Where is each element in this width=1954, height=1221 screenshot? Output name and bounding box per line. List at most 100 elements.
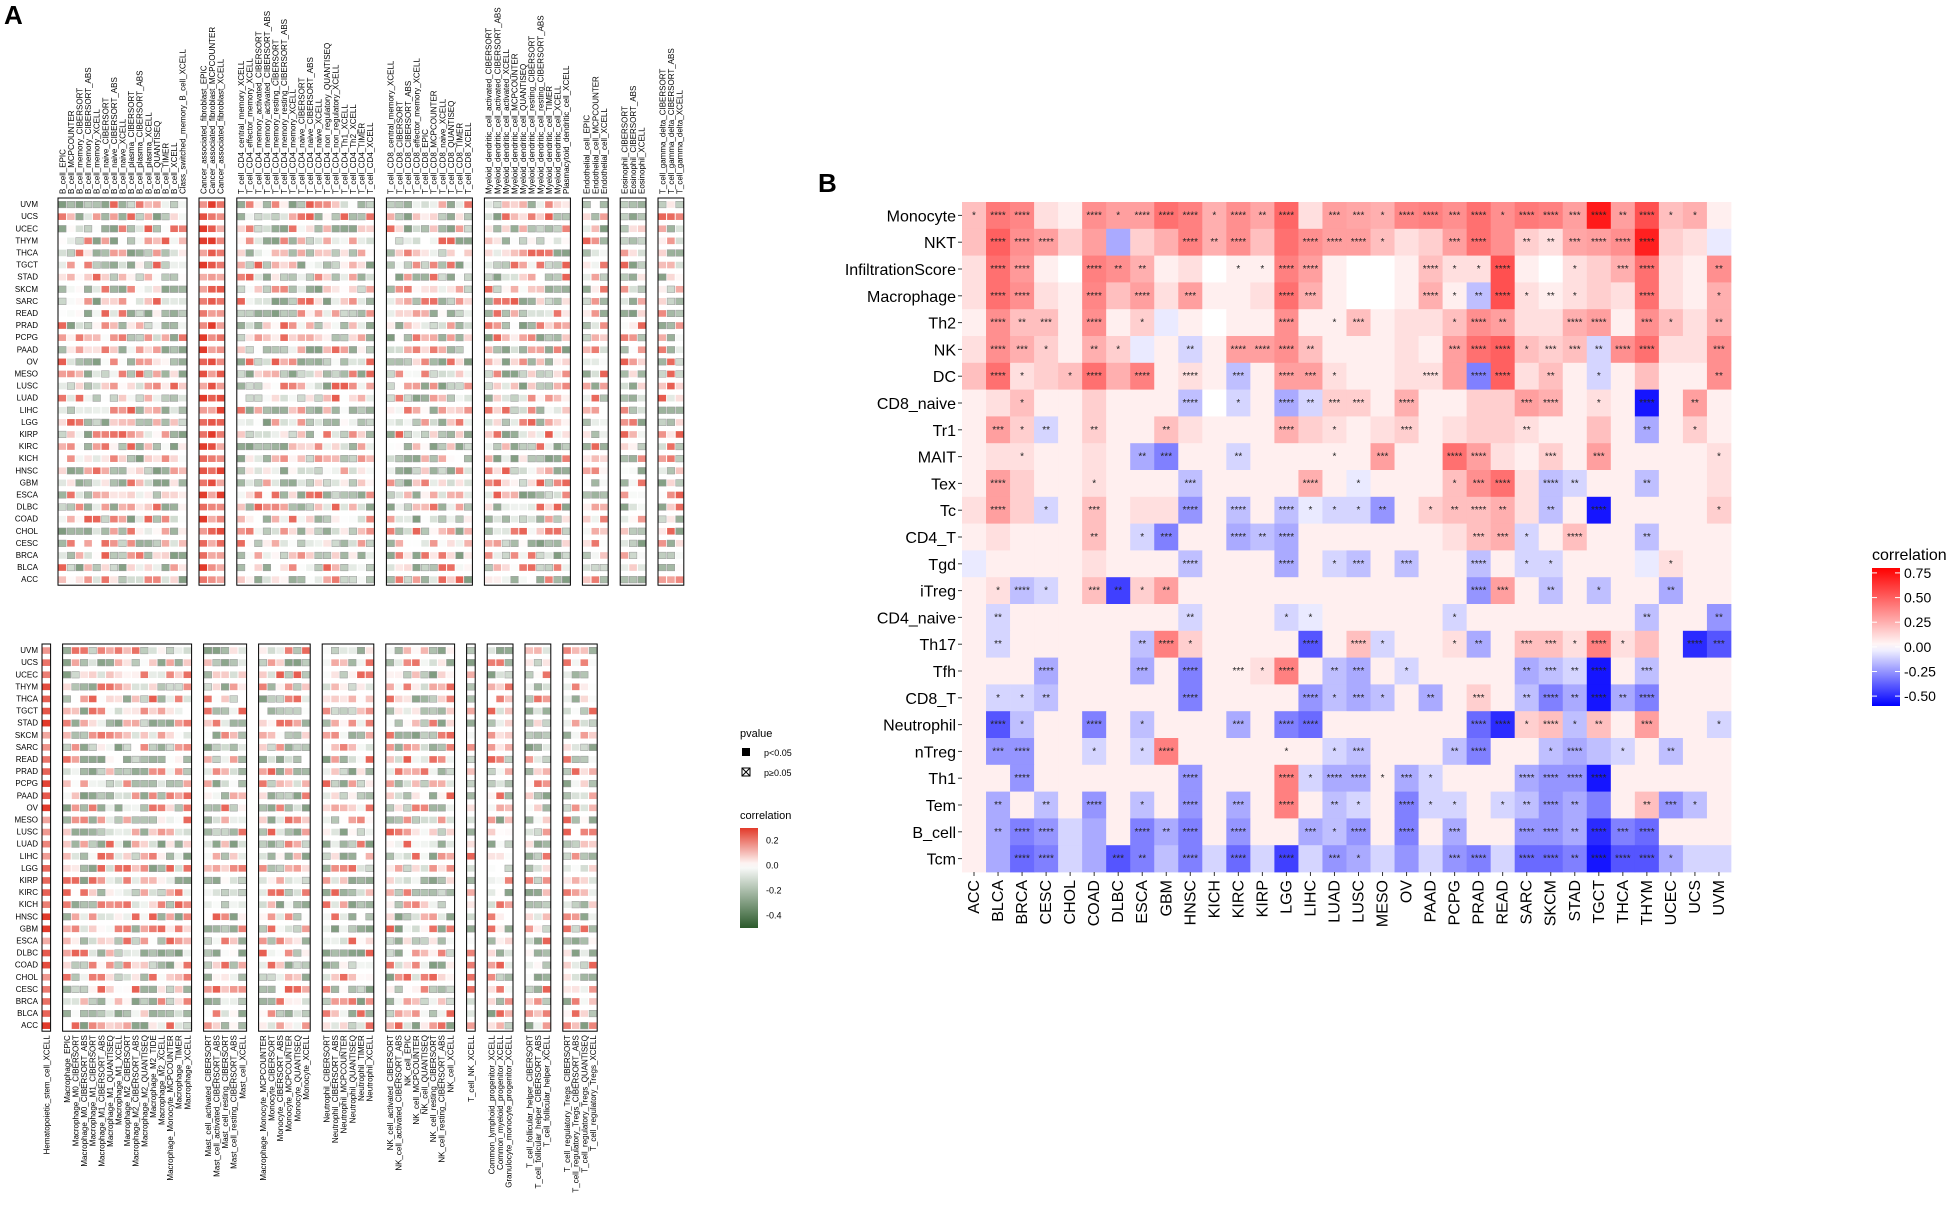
heatmap-cell (174, 961, 183, 969)
heatmap-cell (1154, 255, 1179, 283)
heatmap-cell (259, 719, 267, 727)
heatmap-cell (411, 695, 420, 703)
heatmap-cell (386, 780, 394, 787)
heatmap-cell (245, 237, 254, 245)
heatmap-cell (348, 671, 357, 679)
heatmap-cell (245, 430, 254, 438)
pvalue-legend-cross-mark (741, 767, 751, 777)
significance-mark: **** (1279, 291, 1295, 302)
heatmap-cell (42, 695, 51, 703)
heatmap-cell (1562, 577, 1588, 605)
heatmap-cell (288, 491, 297, 499)
heatmap-cell (527, 503, 536, 511)
heatmap-cell (420, 756, 429, 763)
heatmap-cell (1370, 255, 1395, 283)
heatmap-cell (366, 382, 374, 390)
heatmap-cell (667, 515, 675, 523)
heatmap-cell (284, 816, 293, 824)
heatmap-cell (258, 804, 267, 812)
heatmap-cell (331, 973, 339, 981)
heatmap-cell (536, 479, 545, 487)
heatmap-cell (536, 551, 545, 560)
heatmap-cell (1154, 282, 1179, 310)
heatmap-cell (340, 576, 349, 584)
heatmap-cell (437, 780, 446, 787)
heatmap-cell (166, 659, 174, 666)
heatmap-cell (267, 1022, 276, 1029)
heatmap-cell (525, 828, 534, 836)
heatmap-cell (429, 564, 438, 572)
heatmap-cell (237, 346, 245, 354)
heatmap-cell (349, 394, 357, 402)
heatmap-cell (533, 937, 542, 945)
heatmap-cell (421, 394, 430, 402)
heatmap-cell (637, 249, 646, 257)
heatmap-cell (71, 768, 80, 775)
heatmap-cell (467, 901, 475, 908)
heatmap-cell (314, 285, 323, 293)
heatmap-cell (221, 877, 229, 884)
heatmap-cell (276, 731, 284, 739)
heatmap-cell (254, 576, 263, 584)
heatmap-cell (259, 792, 267, 800)
heatmap-cell (216, 237, 225, 245)
heatmap-cell (504, 973, 513, 981)
heatmap-cell (675, 261, 684, 269)
heatmap-cell (276, 780, 284, 787)
heatmap-cell (1274, 550, 1299, 578)
heatmap-cell (429, 576, 438, 583)
heatmap-cell (161, 334, 170, 341)
heatmap-cell (412, 659, 420, 666)
heatmap-cell (496, 707, 504, 715)
heatmap-cell (412, 877, 420, 884)
heatmap-cell (366, 515, 374, 523)
significance-mark: **** (1639, 398, 1655, 409)
heatmap-cell (166, 901, 175, 909)
significance-mark: ** (994, 639, 1002, 650)
heatmap-cell (589, 1022, 597, 1029)
heatmap-cell (571, 889, 580, 896)
heatmap-cell (118, 539, 127, 547)
significance-mark: * (1381, 210, 1385, 221)
heatmap-cell (553, 201, 562, 208)
heatmap-cell (1010, 282, 1035, 310)
heatmap-cell (161, 576, 170, 583)
heatmap-cell (153, 334, 161, 341)
heatmap-cell (1178, 255, 1203, 283)
heatmap-cell (580, 768, 589, 775)
heatmap-cell (237, 503, 245, 511)
heatmap-cell (63, 768, 71, 775)
heatmap-cell (245, 309, 254, 317)
significance-mark: * (996, 586, 1000, 597)
heatmap-cell (135, 406, 144, 414)
heatmap-cell (1490, 550, 1516, 578)
heatmap-cell (1442, 282, 1468, 310)
heatmap-cell (403, 949, 412, 957)
significance-mark: ** (1138, 639, 1146, 650)
heatmap-cell (301, 804, 310, 812)
significance-mark: ** (1547, 291, 1555, 302)
heatmap-cell (348, 998, 357, 1005)
heatmap-cell (135, 261, 144, 269)
heatmap-cell (501, 346, 510, 354)
heatmap-cell (118, 455, 127, 462)
heatmap-cell (67, 431, 75, 438)
heatmap-cell (293, 1022, 302, 1029)
heatmap-cell (962, 523, 987, 551)
heatmap-cell (208, 467, 216, 475)
heatmap-cell (284, 865, 293, 872)
heatmap-cell (114, 865, 123, 872)
heatmap-cell (178, 261, 187, 269)
heatmap-cell (519, 346, 528, 354)
heatmap-cell (366, 527, 374, 535)
heatmap-cell (166, 913, 174, 921)
heatmap-cell (553, 503, 562, 511)
heatmap-cell (542, 755, 551, 764)
heatmap-cell (297, 552, 306, 559)
heatmap-cell (527, 515, 536, 523)
heatmap-cell (467, 961, 475, 969)
heatmap-cell (114, 986, 123, 993)
heatmap-cell (464, 334, 472, 341)
heatmap-cell (276, 949, 284, 957)
heatmap-cell (58, 515, 67, 523)
